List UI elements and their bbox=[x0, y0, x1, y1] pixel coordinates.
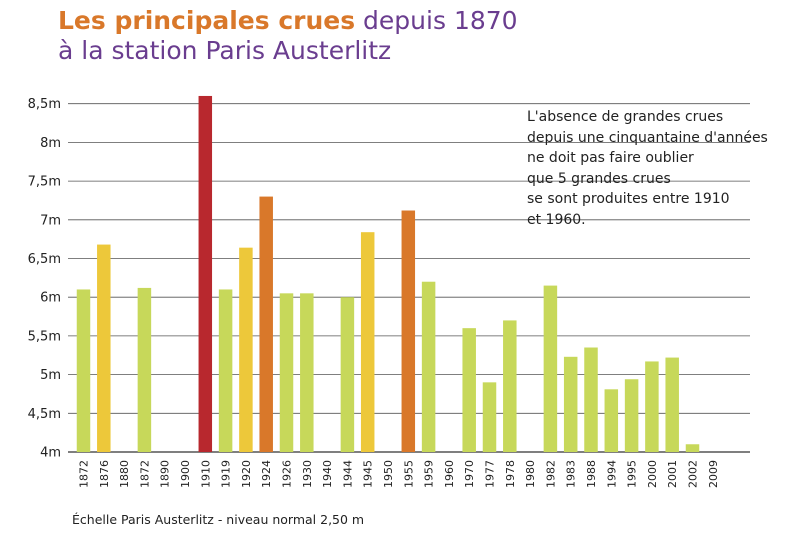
x-tick-label: 1995 bbox=[626, 460, 639, 488]
x-tick-label: 1970 bbox=[463, 460, 476, 488]
chart-footnote: Échelle Paris Austerlitz - niveau normal… bbox=[72, 512, 365, 527]
bar-1924 bbox=[259, 196, 273, 452]
bar-1988 bbox=[584, 347, 598, 452]
bar-1959 bbox=[421, 281, 436, 452]
y-tick-label: 6,5m bbox=[28, 252, 61, 267]
bar-1983 bbox=[563, 356, 578, 452]
x-tick-label: 1872 bbox=[138, 460, 151, 488]
x-tick-label: 1900 bbox=[179, 460, 192, 488]
x-tick-label: 1983 bbox=[565, 460, 578, 488]
bar-1919 bbox=[218, 289, 233, 452]
x-tick-label: 1955 bbox=[402, 460, 415, 488]
x-tick-label: 1872 bbox=[78, 460, 91, 488]
title-rest: depuis 1870 bbox=[355, 6, 518, 35]
x-tick-label: 1950 bbox=[382, 460, 395, 488]
x-tick-label: 1926 bbox=[281, 460, 294, 488]
y-tick-label: 8m bbox=[40, 136, 61, 151]
x-tick-label: 1977 bbox=[484, 460, 497, 488]
y-tick-label: 6m bbox=[40, 291, 61, 306]
chart-title: Les principales crues depuis 1870 à la s… bbox=[58, 6, 518, 66]
x-tick-label: 1978 bbox=[504, 460, 517, 488]
x-tick-label: 1930 bbox=[301, 460, 314, 488]
y-tick-label: 4m bbox=[40, 446, 61, 461]
y-tick-label: 7,5m bbox=[28, 175, 61, 190]
bar-1920 bbox=[239, 247, 253, 452]
x-tick-label: 1960 bbox=[443, 460, 456, 488]
x-tick-label: 2002 bbox=[687, 460, 700, 488]
x-tick-label: 1890 bbox=[159, 460, 172, 488]
bar-1955 bbox=[401, 210, 416, 452]
x-tick-label: 1959 bbox=[423, 460, 436, 488]
bar-1994 bbox=[604, 389, 619, 452]
y-tick-label: 5,5m bbox=[28, 329, 61, 344]
x-axis-tick-labels: 1872 1876 1880 1872 1890 1900 1910 1919 1920 1924… bbox=[78, 460, 720, 488]
x-tick-label: 2009 bbox=[707, 460, 720, 488]
x-tick-label: 1988 bbox=[585, 460, 598, 488]
x-tick-label: 2001 bbox=[666, 460, 679, 488]
x-tick-label: 1919 bbox=[220, 460, 233, 488]
chart-annotation: L'absence de grandes crues depuis une ci… bbox=[527, 109, 768, 228]
y-tick-label: 8,5m bbox=[28, 97, 61, 112]
x-tick-label: 1880 bbox=[118, 460, 131, 488]
bar-1982 bbox=[543, 285, 558, 452]
bar-1876 bbox=[97, 244, 111, 452]
bar-1995 bbox=[624, 379, 639, 452]
x-tick-label: 1910 bbox=[199, 460, 212, 488]
bar-2002 bbox=[685, 444, 700, 452]
bar-1910 bbox=[198, 95, 213, 453]
bar-2000 bbox=[645, 361, 659, 452]
x-tick-label: 1940 bbox=[321, 460, 334, 488]
y-tick-label: 5m bbox=[40, 368, 61, 383]
bar-2001 bbox=[665, 357, 679, 452]
x-tick-label: 1944 bbox=[341, 460, 354, 488]
bar-1944 bbox=[340, 297, 355, 452]
bar-1945 bbox=[360, 232, 375, 452]
bar-1970 bbox=[462, 328, 476, 452]
x-tick-label: 1980 bbox=[524, 460, 537, 488]
bar-1872 bbox=[76, 289, 91, 452]
x-tick-label: 1982 bbox=[544, 460, 557, 488]
bar-1930 bbox=[300, 293, 314, 452]
y-tick-label: 4,5m bbox=[28, 407, 61, 422]
x-tick-label: 1920 bbox=[240, 460, 253, 488]
x-tick-label: 1876 bbox=[98, 460, 111, 488]
title-highlight: Les principales crues bbox=[58, 6, 356, 35]
bar-1978 bbox=[503, 320, 517, 452]
bar-1926 bbox=[279, 293, 294, 452]
bar-1977 bbox=[482, 382, 497, 452]
y-tick-label: 7m bbox=[40, 213, 61, 228]
x-tick-label: 1924 bbox=[260, 460, 273, 488]
bar-1872 bbox=[137, 287, 152, 452]
title-line-2: à la station Paris Austerlitz bbox=[58, 36, 392, 65]
bars bbox=[76, 95, 700, 453]
y-axis-tick-labels: 4m 4,5m 5m 5,5m 6m 6,5m 7m 7,5m 8m 8,5m bbox=[28, 97, 61, 460]
x-tick-label: 1945 bbox=[362, 460, 375, 488]
x-tick-label: 2000 bbox=[646, 460, 659, 488]
title-line-1: Les principales crues depuis 1870 bbox=[58, 6, 518, 36]
x-tick-label: 1994 bbox=[605, 460, 618, 488]
